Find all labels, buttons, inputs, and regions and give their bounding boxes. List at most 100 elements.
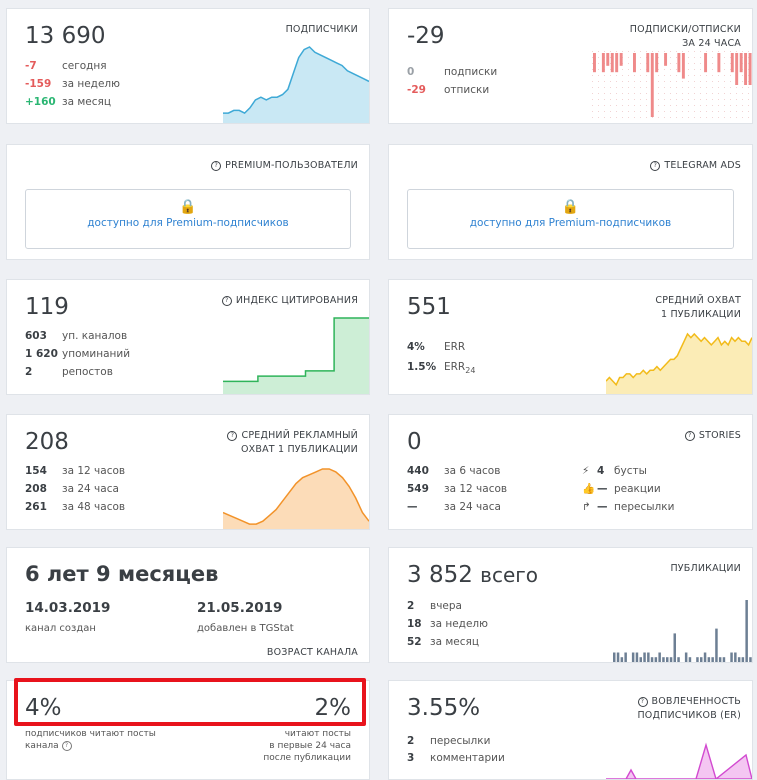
grid-dot: [610, 87, 611, 88]
grid-dot: [718, 105, 719, 106]
grid-dot: [742, 117, 743, 118]
grid-dot: [712, 105, 713, 106]
grid-dot: [718, 117, 719, 118]
citation-chart[interactable]: [223, 314, 369, 394]
grid-dot: [688, 51, 689, 52]
premium-link[interactable]: доступно для Premium-подписчиков: [87, 217, 289, 229]
chart-bar: [610, 53, 614, 73]
stat-row: -159 за неделю: [25, 78, 120, 90]
grid-dot: [736, 93, 737, 94]
info-icon: ?: [637, 697, 648, 707]
grid-dot: [604, 87, 605, 88]
grid-dot: [736, 105, 737, 106]
grid-dot: [628, 99, 629, 100]
engagement-chart[interactable]: [606, 735, 752, 779]
grid-dot: [640, 81, 641, 82]
grid-dot: [664, 69, 665, 70]
premium-locked-box[interactable]: 🔒 доступно для Premium-подписчиков: [25, 189, 351, 249]
grid-dot: [664, 93, 665, 94]
chart-bar: [647, 652, 650, 662]
grid-dot: [646, 117, 647, 118]
grid-dot: [688, 105, 689, 106]
grid-dot: [700, 87, 701, 88]
grid-dot: [604, 93, 605, 94]
subscribers-caption: ПОДПИСЧИКИ: [285, 24, 358, 35]
posts-bar-chart[interactable]: [612, 592, 752, 662]
chart-line: [223, 317, 369, 383]
grid-dot: [730, 87, 731, 88]
grid-dot: [616, 93, 617, 94]
stat-row: — за 24 часа: [407, 501, 501, 513]
stories-value: 0: [407, 429, 422, 455]
grid-dot: [592, 111, 593, 112]
chart-bar: [650, 657, 654, 662]
chart-bar: [730, 652, 733, 662]
chart-bar: [673, 633, 676, 662]
err24-row: 1.5% ERR24: [407, 361, 476, 376]
grid-dot: [670, 81, 671, 82]
chart-area: [606, 334, 752, 394]
grid-dot: [604, 117, 605, 118]
grid-dot: [724, 93, 725, 94]
grid-dot: [676, 105, 677, 106]
grid-dot: [628, 93, 629, 94]
grid-dot: [730, 69, 731, 70]
chart-bar: [639, 657, 642, 662]
grid-dot: [694, 99, 695, 100]
ad-reach-value: 208: [25, 429, 69, 455]
grid-dot: [736, 117, 737, 118]
grid-dot: [664, 75, 665, 76]
chart-bar: [748, 53, 752, 85]
grid-dot: [712, 75, 713, 76]
grid-dot: [724, 75, 725, 76]
info-icon: ?: [650, 161, 661, 171]
grid-dot: [724, 57, 725, 58]
grid-dot: [628, 87, 629, 88]
chart-bar: [624, 652, 627, 662]
stat-row: 3 комментарии: [407, 752, 505, 764]
grid-dot: [688, 93, 689, 94]
chart-bar: [669, 657, 673, 662]
grid-dot: [604, 75, 605, 76]
grid-dot: [748, 75, 749, 76]
grid-dot: [694, 105, 695, 106]
grid-dot: [712, 111, 713, 112]
grid-dot: [670, 111, 671, 112]
avg-reach-chart[interactable]: [606, 330, 752, 394]
chart-bar: [722, 657, 726, 662]
chart-bar: [613, 652, 616, 662]
info-icon: ?: [684, 431, 695, 441]
grid-dot: [670, 69, 671, 70]
grid-dot: [742, 87, 743, 88]
chart-bar: [677, 657, 680, 662]
subscribers-chart[interactable]: [223, 43, 369, 123]
added-label: добавлен в TGStat: [197, 623, 294, 634]
tgads-locked-box[interactable]: 🔒 доступно для Premium-подписчиков: [407, 189, 734, 249]
tgads-premium-link[interactable]: доступно для Premium-подписчиков: [469, 217, 672, 229]
grid-dot: [700, 93, 701, 94]
chart-bar: [707, 657, 711, 662]
grid-dot: [658, 81, 659, 82]
chart-bar: [711, 657, 714, 662]
grid-dot: [700, 81, 701, 82]
ad-reach-chart[interactable]: [223, 465, 369, 529]
grid-dot: [670, 51, 671, 52]
engagement-card: 3.55% ? ВОВЛЕЧЕННОСТЬ ПОДПИСЧИКОВ (ER) 2 пе…: [388, 680, 753, 780]
grid-dot: [610, 81, 611, 82]
chart-bar: [654, 657, 658, 662]
grid-dot: [610, 69, 611, 70]
created-label: канал создан: [25, 623, 96, 634]
grid-dot: [658, 57, 659, 58]
chart-bar: [606, 53, 610, 66]
grid-dot: [592, 93, 593, 94]
subs-unsubs-caption: ПОДПИСКИ/ОТПИСКИ ЗА 24 ЧАСА: [629, 24, 741, 49]
grid-dot: [712, 99, 713, 100]
subs-unsubs-bar-chart[interactable]: [592, 51, 752, 123]
forward-icon: ↱: [582, 501, 591, 513]
grid-dot: [604, 99, 605, 100]
grid-dot: [640, 117, 641, 118]
grid-dot: [664, 111, 665, 112]
grid-dot: [682, 99, 683, 100]
grid-dot: [700, 99, 701, 100]
chart-bar: [700, 657, 703, 662]
